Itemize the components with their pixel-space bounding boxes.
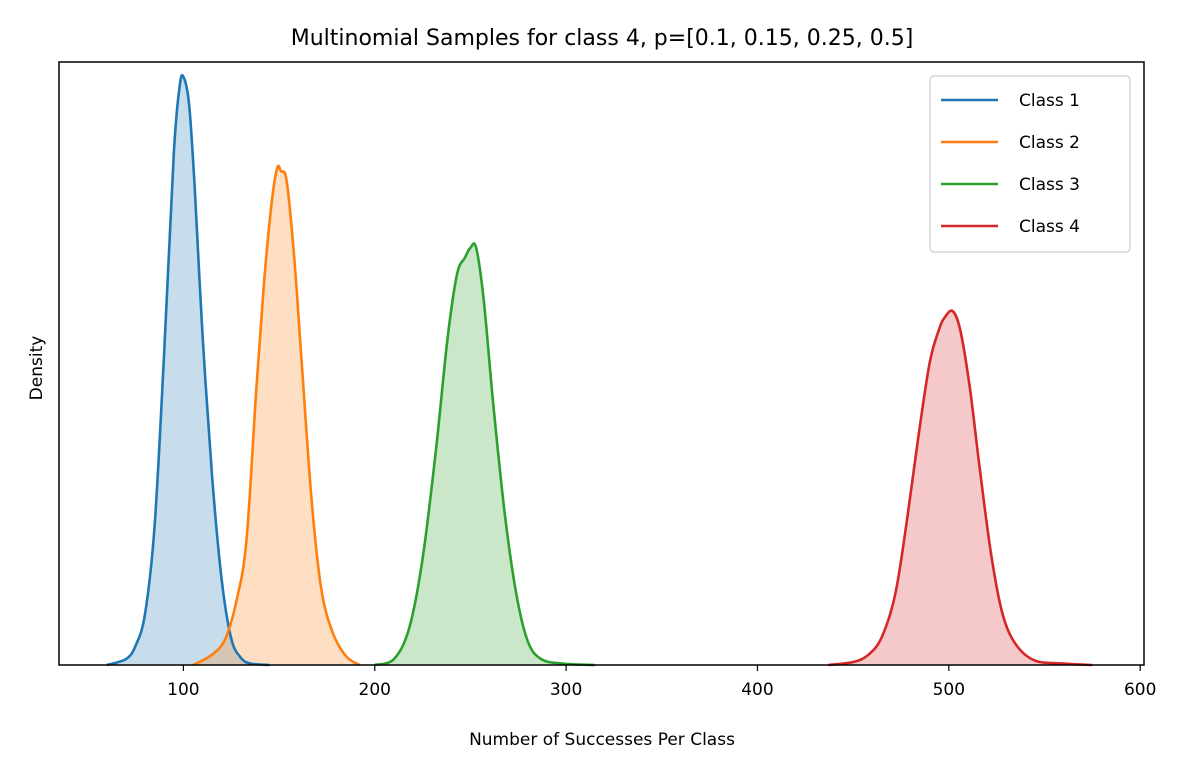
x-axis-ticks: 100 200 300 400 500 600 bbox=[167, 665, 1156, 700]
legend-label-class-3: Class 3 bbox=[1019, 175, 1080, 195]
legend-items: Class 1 Class 2 Class 3 Class 4 bbox=[941, 91, 1080, 237]
line-class-2 bbox=[192, 164, 361, 667]
x-tick-label: 300 bbox=[550, 680, 582, 700]
legend-box bbox=[929, 75, 1131, 253]
series-layer bbox=[106, 74, 1093, 667]
legend-label-class-1: Class 1 bbox=[1019, 91, 1080, 111]
y-axis-label: Density bbox=[27, 336, 47, 401]
legend: Class 1 Class 2 Class 3 Class 4 bbox=[929, 75, 1131, 253]
line-class-1 bbox=[106, 74, 270, 667]
x-tick-label: 400 bbox=[741, 680, 773, 700]
area-class-2 bbox=[192, 165, 360, 665]
chart-title: Multinomial Samples for class 4, p=[0.1,… bbox=[291, 26, 914, 51]
legend-label-class-2: Class 2 bbox=[1019, 133, 1080, 153]
area-class-3 bbox=[374, 243, 595, 665]
line-class-3 bbox=[374, 242, 595, 667]
plot-frame bbox=[58, 61, 1145, 666]
area-class-4 bbox=[828, 310, 1093, 665]
legend-label-class-4: Class 4 bbox=[1019, 217, 1080, 237]
x-tick-label: 600 bbox=[1124, 680, 1156, 700]
x-tick-label: 200 bbox=[359, 680, 391, 700]
x-axis-label: Number of Successes Per Class bbox=[469, 730, 735, 750]
area-class-1 bbox=[106, 75, 270, 666]
x-tick-label: 100 bbox=[167, 680, 199, 700]
x-tick-label: 500 bbox=[933, 680, 965, 700]
line-class-4 bbox=[828, 309, 1093, 667]
